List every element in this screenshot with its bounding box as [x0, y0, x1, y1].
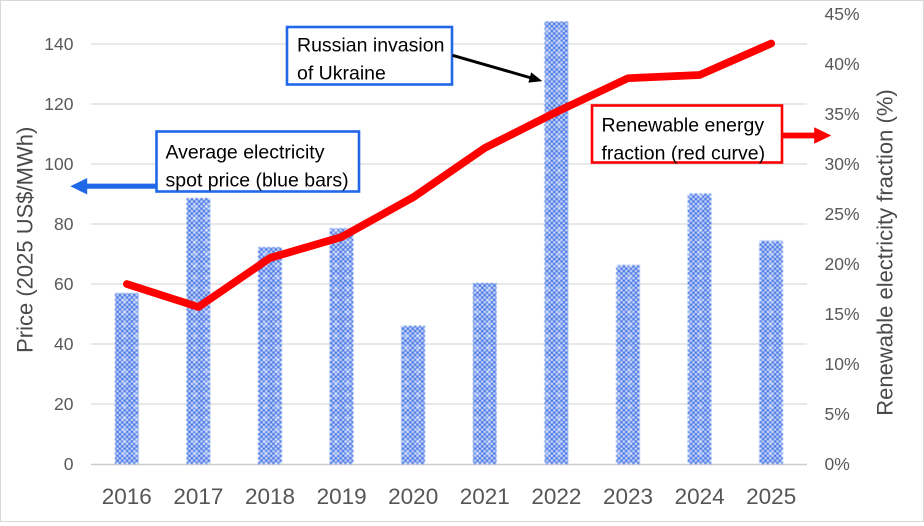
svg-text:Price (2025 US$/MWh): Price (2025 US$/MWh): [13, 127, 38, 353]
svg-text:2023: 2023: [603, 484, 653, 509]
svg-text:40: 40: [54, 334, 74, 354]
svg-text:2016: 2016: [102, 484, 152, 509]
svg-text:30%: 30%: [825, 154, 860, 174]
svg-text:45%: 45%: [825, 4, 860, 24]
svg-text:0%: 0%: [825, 454, 850, 474]
svg-text:Renewable energy: Renewable energy: [602, 115, 765, 137]
svg-text:2021: 2021: [460, 484, 510, 509]
svg-text:20: 20: [54, 394, 74, 414]
svg-text:60: 60: [54, 274, 74, 294]
svg-text:2025: 2025: [746, 484, 796, 509]
svg-text:fraction (red curve): fraction (red curve): [602, 143, 766, 165]
svg-text:15%: 15%: [825, 304, 860, 324]
svg-text:2019: 2019: [317, 484, 367, 509]
svg-text:120: 120: [44, 94, 73, 114]
svg-text:35%: 35%: [825, 104, 860, 124]
svg-text:20%: 20%: [825, 254, 860, 274]
svg-text:spot price (blue bars): spot price (blue bars): [166, 170, 349, 192]
svg-text:10%: 10%: [825, 354, 860, 374]
svg-text:2018: 2018: [245, 484, 295, 509]
svg-text:80: 80: [54, 214, 74, 234]
svg-text:40%: 40%: [825, 54, 860, 74]
svg-text:5%: 5%: [825, 404, 850, 424]
svg-text:Renewable electricity fraction: Renewable electricity fraction (%): [873, 89, 898, 415]
svg-text:140: 140: [44, 34, 73, 54]
svg-text:2022: 2022: [531, 484, 581, 509]
svg-text:25%: 25%: [825, 204, 860, 224]
svg-text:100: 100: [44, 154, 73, 174]
svg-text:0: 0: [64, 454, 74, 474]
svg-text:Russian invasion: Russian invasion: [297, 35, 444, 57]
svg-text:2024: 2024: [675, 484, 725, 509]
svg-text:2017: 2017: [173, 484, 223, 509]
svg-text:2020: 2020: [388, 484, 438, 509]
svg-text:of Ukraine: of Ukraine: [297, 63, 386, 85]
svg-text:Average electricity: Average electricity: [166, 142, 325, 164]
